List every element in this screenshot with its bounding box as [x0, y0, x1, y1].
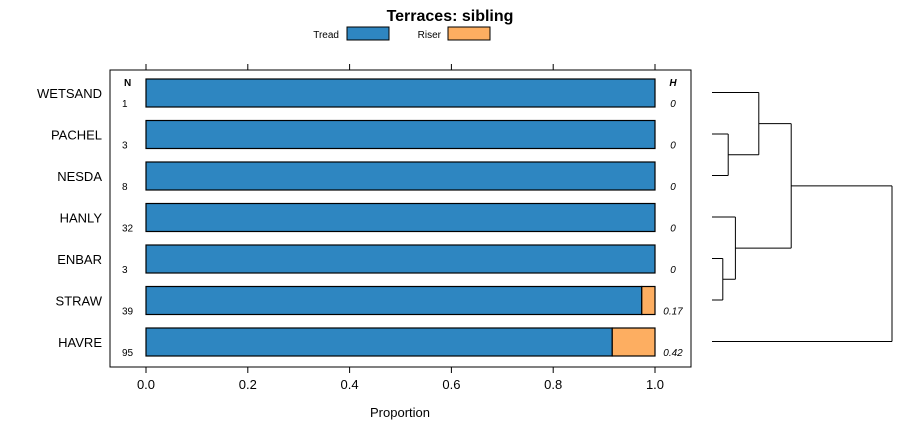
row-h-pachel: 0 — [670, 141, 676, 152]
legend-label-tread: Tread — [313, 30, 339, 41]
x-tick-label-5: 1.0 — [646, 377, 664, 392]
row-n-wetsand: 1 — [122, 99, 128, 110]
x-axis: 0.0 0.2 0.4 0.6 0.8 1.0 — [137, 64, 664, 392]
row-n-hanly: 32 — [122, 224, 134, 235]
row-label-enbar: ENBAR — [57, 252, 102, 267]
bar-straw-riser — [641, 285, 656, 316]
legend-swatch-tread — [346, 26, 390, 41]
x-tick-label-3: 0.6 — [442, 377, 460, 392]
row-n-nesda: 8 — [122, 182, 128, 193]
x-tick-label-1: 0.2 — [239, 377, 257, 392]
row-n-straw: 39 — [122, 307, 134, 318]
bar-pachel-tread — [145, 119, 656, 150]
plot-frame — [109, 69, 692, 368]
row-h-havre: 0.42 — [663, 348, 683, 359]
legend-label-riser: Riser — [418, 30, 442, 41]
legend: Tread Riser — [313, 26, 491, 41]
row-label-hanly: HANLY — [60, 211, 103, 226]
row-h-nesda: 0 — [670, 182, 676, 193]
bar-hanly-tread — [145, 202, 656, 233]
row-n-enbar: 3 — [122, 265, 128, 276]
row-h-enbar: 0 — [670, 265, 676, 276]
bar-enbar-tread — [145, 244, 656, 274]
bar-havre-riser — [611, 327, 656, 357]
h-column-header: H — [669, 78, 677, 89]
row-h-straw: 0.17 — [663, 307, 683, 318]
bar-havre-tread — [145, 327, 613, 357]
row-h-hanly: 0 — [670, 224, 676, 235]
chart-title: Terraces: sibling — [387, 8, 514, 25]
row-label-nesda: NESDA — [57, 169, 102, 184]
row-label-pachel: PACHEL — [51, 128, 102, 143]
rows-layer: WETSAND 1 0 PACHEL 3 0 NESDA 8 0 HANLY 32 0 ENBAR 3 0 S… — [37, 78, 683, 359]
row-n-havre: 95 — [122, 348, 134, 359]
x-tick-label-0: 0.0 — [137, 377, 155, 392]
n-column-header: N — [124, 78, 131, 89]
row-label-wetsand: WETSAND — [37, 86, 102, 101]
legend-swatch-riser — [447, 26, 491, 41]
x-tick-label-2: 0.4 — [341, 377, 359, 392]
bar-wetsand-tread — [145, 78, 656, 108]
x-axis-label: Proportion — [370, 405, 430, 420]
bar-nesda-tread — [145, 161, 656, 191]
bar-straw-tread — [145, 285, 643, 316]
dendrogram — [712, 92, 893, 342]
row-label-straw: STRAW — [56, 294, 103, 309]
row-n-pachel: 3 — [122, 141, 128, 152]
row-h-wetsand: 0 — [670, 99, 676, 110]
x-tick-label-4: 0.8 — [544, 377, 562, 392]
row-label-havre: HAVRE — [58, 335, 102, 350]
